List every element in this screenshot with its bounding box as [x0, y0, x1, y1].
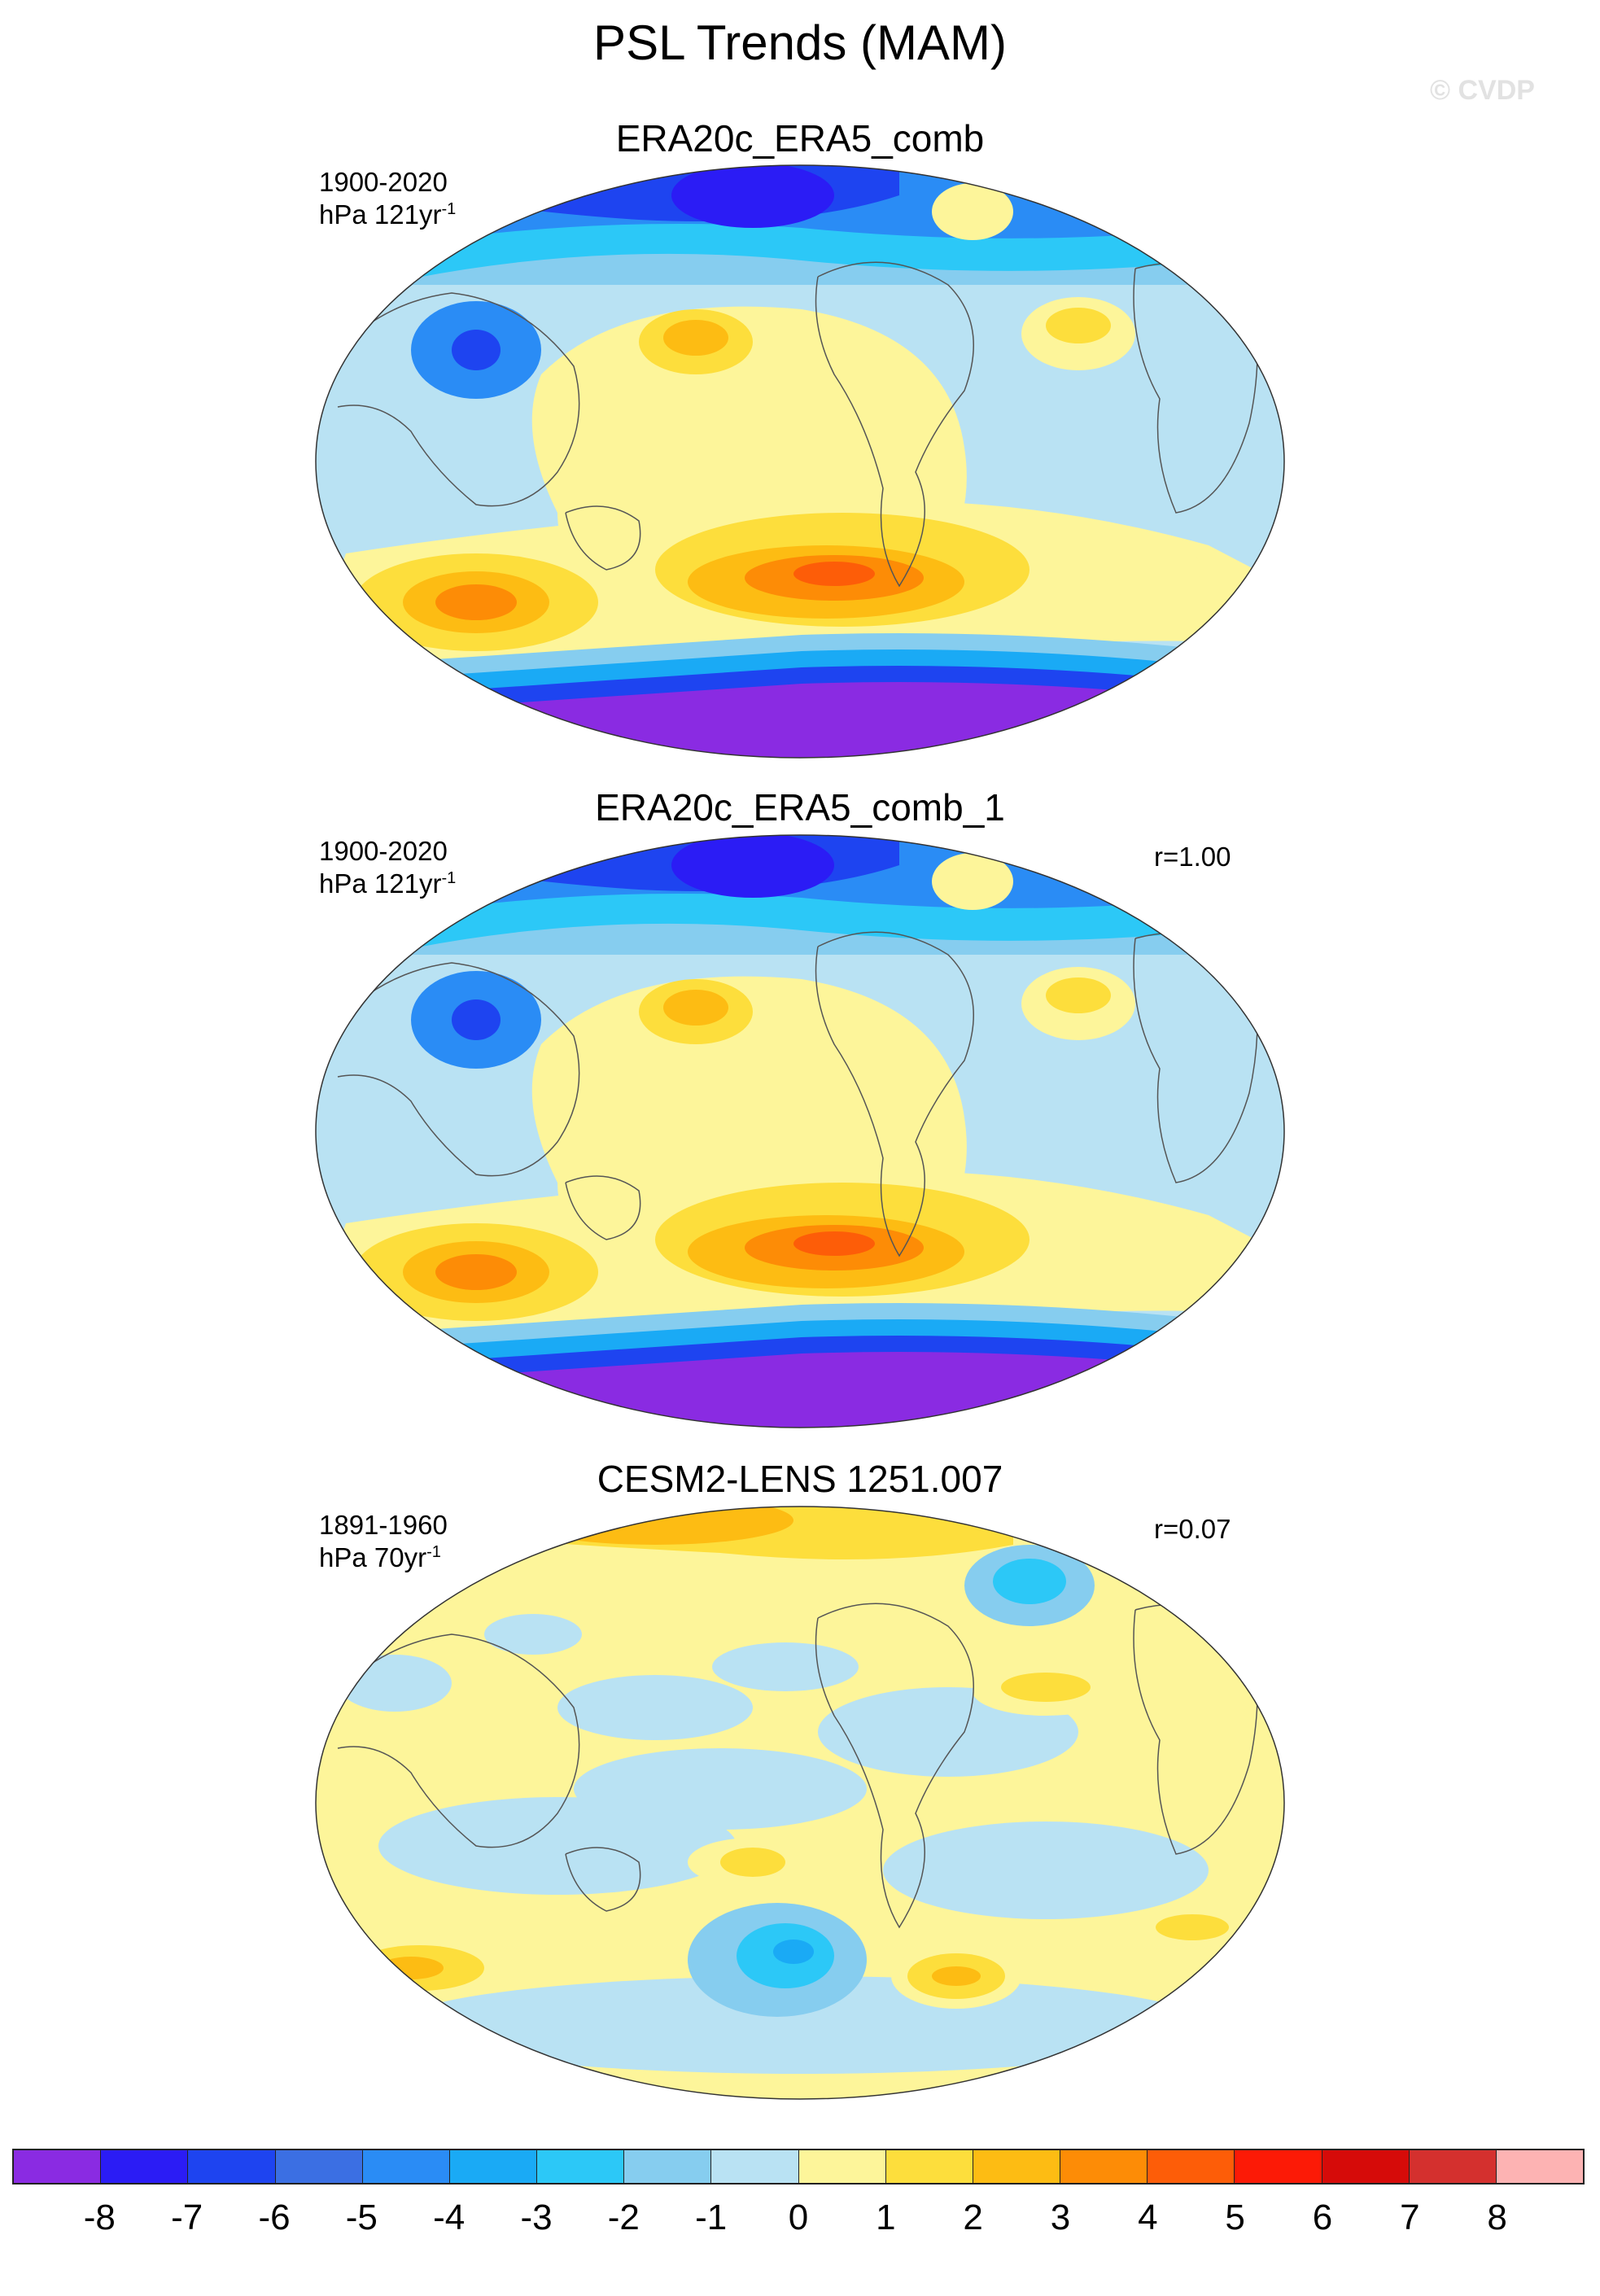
colorbar-tick-label: -6	[258, 2198, 291, 2237]
correlation-label: r=1.00	[1154, 842, 1231, 872]
units-base: hPa 70yr	[319, 1542, 427, 1572]
colorbar-box	[1409, 2150, 1497, 2183]
figure-title: PSL Trends (MAM)	[593, 15, 1007, 70]
trend-map-3	[315, 1506, 1285, 2100]
colorbar-box	[624, 2150, 712, 2183]
period-label: 1891-1960	[319, 1510, 448, 1540]
colorbar-tick-label: 1	[876, 2198, 896, 2237]
colorbar-box	[885, 2150, 973, 2183]
colorbar-box	[101, 2150, 189, 2183]
colorbar-tick-label: 3	[1050, 2198, 1071, 2237]
colorbar-tick-label: 2	[963, 2198, 983, 2237]
colorbar-tick-label: 8	[1487, 2198, 1507, 2237]
colorbar-box	[275, 2150, 363, 2183]
colorbar-tick-label: -4	[433, 2198, 466, 2237]
units-exponent: -1	[426, 1543, 441, 1561]
watermark: © CVDP	[1430, 75, 1535, 106]
panel-title: ERA20c_ERA5_comb_1	[595, 786, 1005, 829]
panel-title: CESM2-LENS 1251.007	[597, 1458, 1003, 1500]
colorbar-tick-label: 6	[1312, 2198, 1333, 2237]
colorbar-box	[362, 2150, 450, 2183]
colorbar	[12, 2149, 1585, 2184]
units-base: hPa 121yr	[319, 199, 442, 230]
colorbar-box	[1060, 2150, 1148, 2183]
colorbar-tick-label: -3	[520, 2198, 553, 2237]
trend-map-2	[315, 834, 1285, 1428]
colorbar-tick-label: -2	[607, 2198, 640, 2237]
colorbar-box	[1235, 2150, 1322, 2183]
colorbar-tick-label: -1	[695, 2198, 728, 2237]
colorbar-tick-label: 4	[1138, 2198, 1158, 2237]
period-label: 1900-2020	[319, 167, 448, 197]
units-label: hPa 70yr-1	[319, 1542, 441, 1573]
units-label: hPa 121yr-1	[319, 868, 456, 899]
units-base: hPa 121yr	[319, 868, 442, 899]
colorbar-box	[973, 2150, 1061, 2183]
units-exponent: -1	[441, 200, 457, 218]
colorbar-box	[1496, 2150, 1584, 2183]
colorbar-box	[188, 2150, 276, 2183]
trend-map-1	[315, 164, 1285, 759]
units-exponent: -1	[441, 869, 457, 887]
units-label: hPa 121yr-1	[319, 199, 456, 230]
colorbar-tick-label: 7	[1400, 2198, 1420, 2237]
colorbar-tick-label: -7	[171, 2198, 203, 2237]
colorbar-box	[1148, 2150, 1235, 2183]
colorbar-tick-label: -5	[345, 2198, 378, 2237]
colorbar-tick-label: -8	[83, 2198, 116, 2237]
colorbar-labels: -8 -7 -6 -5 -4 -3 -2 -1 0 1 2 3 4 5 6 7 8	[0, 2198, 1600, 2246]
colorbar-box	[798, 2150, 886, 2183]
colorbar-box	[14, 2150, 102, 2183]
colorbar-box	[711, 2150, 799, 2183]
period-label: 1900-2020	[319, 836, 448, 866]
panel-title: ERA20c_ERA5_comb	[615, 117, 985, 160]
colorbar-box	[537, 2150, 625, 2183]
correlation-label: r=0.07	[1154, 1514, 1231, 1544]
colorbar-box	[1322, 2150, 1410, 2183]
colorbar-tick-label: 5	[1225, 2198, 1245, 2237]
colorbar-box	[449, 2150, 538, 2183]
colorbar-tick-label: 0	[788, 2198, 809, 2237]
